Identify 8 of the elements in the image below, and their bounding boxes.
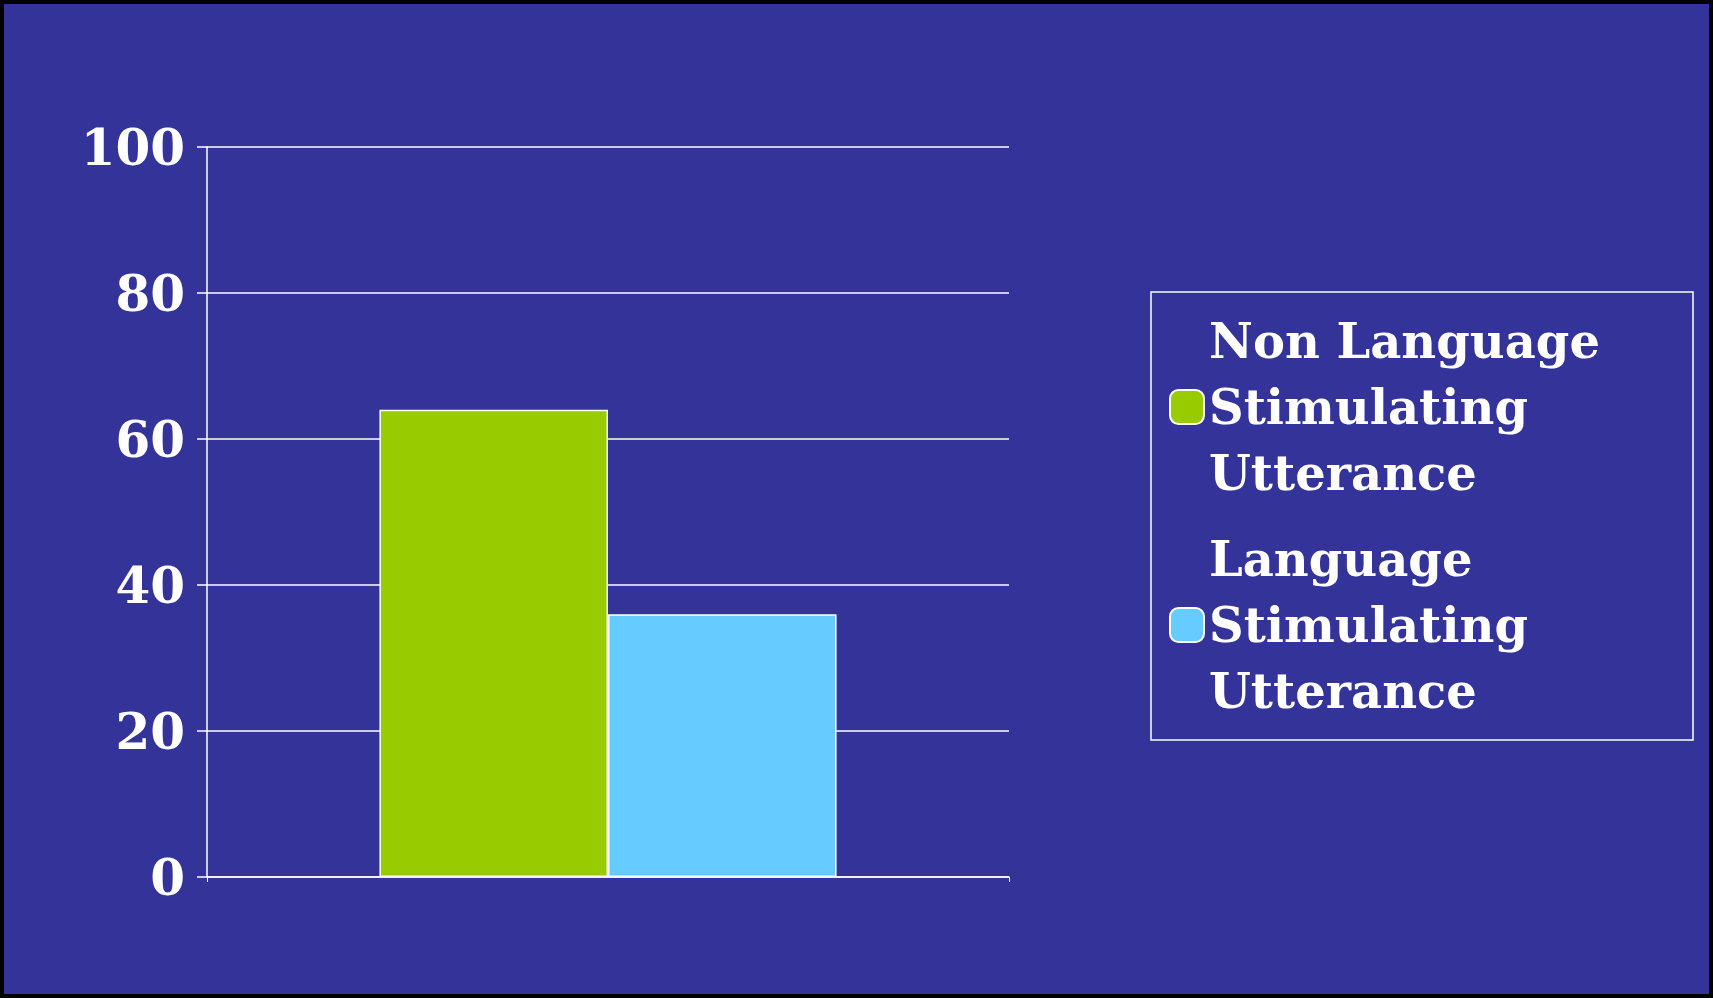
- legend-label: Language Stimulating Utterance: [1209, 531, 1545, 719]
- y-tick-label: 0: [150, 847, 185, 907]
- y-tick-label: 40: [115, 555, 185, 615]
- y-tick-label: 60: [115, 409, 185, 469]
- y-tick-label: 20: [115, 701, 185, 761]
- y-tick-label: 100: [80, 117, 185, 177]
- y-tick-label: 80: [115, 263, 185, 323]
- legend-label: Non Language Stimulating Utterance: [1209, 313, 1617, 501]
